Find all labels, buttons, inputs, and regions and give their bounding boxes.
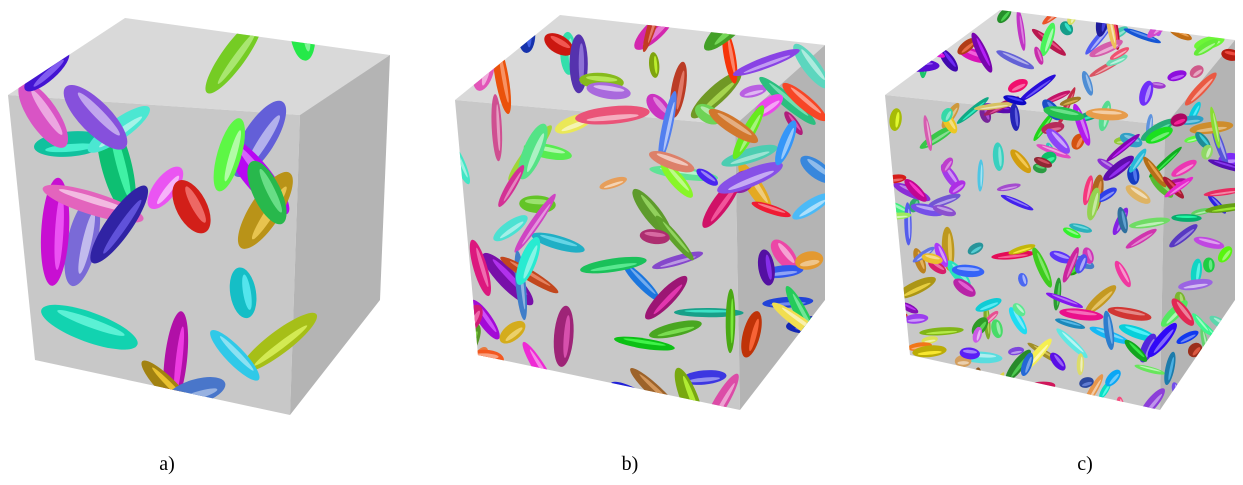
particle bbox=[452, 27, 473, 59]
particle bbox=[961, 376, 993, 407]
particle bbox=[967, 380, 1001, 404]
particle-highlight bbox=[1023, 386, 1050, 393]
particle-highlight bbox=[973, 384, 995, 399]
particle bbox=[884, 209, 897, 252]
particle-highlight bbox=[904, 378, 914, 386]
particle bbox=[870, 26, 909, 47]
particle-highlight bbox=[969, 382, 988, 400]
particle-highlight bbox=[974, 374, 981, 405]
particle bbox=[1212, 343, 1221, 359]
cube-a bbox=[8, 2, 390, 422]
particle-highlight bbox=[936, 392, 956, 403]
figure: a) b) c) bbox=[0, 0, 1243, 485]
cube-c bbox=[870, 0, 1243, 423]
particle bbox=[901, 17, 921, 53]
particle-highlight bbox=[988, 377, 1003, 400]
particle-highlight bbox=[1151, 3, 1161, 31]
particle bbox=[977, 372, 995, 396]
particle-highlight bbox=[902, 61, 933, 66]
particle-highlight bbox=[1219, 360, 1224, 378]
particle bbox=[448, 51, 484, 73]
particle-highlight bbox=[906, 23, 918, 47]
particle-highlight bbox=[1034, 390, 1054, 415]
particle-highlight bbox=[460, 330, 480, 361]
particle-highlight bbox=[796, 389, 846, 398]
particle bbox=[883, 29, 902, 74]
particle-highlight bbox=[1190, 377, 1200, 401]
panel-label: c) bbox=[1077, 453, 1093, 475]
page: a) b) c) (() => { const data = JSON.pars… bbox=[0, 0, 1243, 485]
particle bbox=[887, 329, 906, 371]
particle bbox=[1213, 356, 1227, 382]
panel-label: b) bbox=[622, 453, 639, 475]
cube-b bbox=[447, 0, 857, 433]
particle-highlight bbox=[1232, 318, 1238, 343]
particle-highlight bbox=[888, 35, 899, 65]
particle bbox=[899, 375, 917, 391]
particle bbox=[785, 383, 857, 401]
particle bbox=[916, 36, 935, 60]
particle bbox=[930, 389, 960, 409]
particle bbox=[1026, 384, 1060, 423]
particle bbox=[1185, 372, 1204, 408]
particle-highlight bbox=[907, 53, 926, 64]
particle-highlight bbox=[460, 32, 469, 53]
particle-highlight bbox=[877, 29, 903, 39]
particle-highlight bbox=[928, 47, 943, 55]
particle-highlight bbox=[1216, 346, 1220, 357]
particle-highlight bbox=[900, 316, 907, 329]
particle-highlight bbox=[944, 18, 955, 26]
panel-label: a) bbox=[159, 453, 175, 475]
particle-highlight bbox=[893, 336, 903, 365]
particle bbox=[983, 371, 1007, 405]
particle bbox=[967, 367, 984, 411]
particle bbox=[1226, 312, 1241, 349]
particle-highlight bbox=[890, 216, 895, 246]
particle-highlight bbox=[455, 55, 478, 67]
particle-highlight bbox=[802, 19, 832, 39]
particle bbox=[939, 12, 958, 29]
particle-highlight bbox=[923, 40, 932, 55]
particle-highlight bbox=[982, 377, 993, 393]
